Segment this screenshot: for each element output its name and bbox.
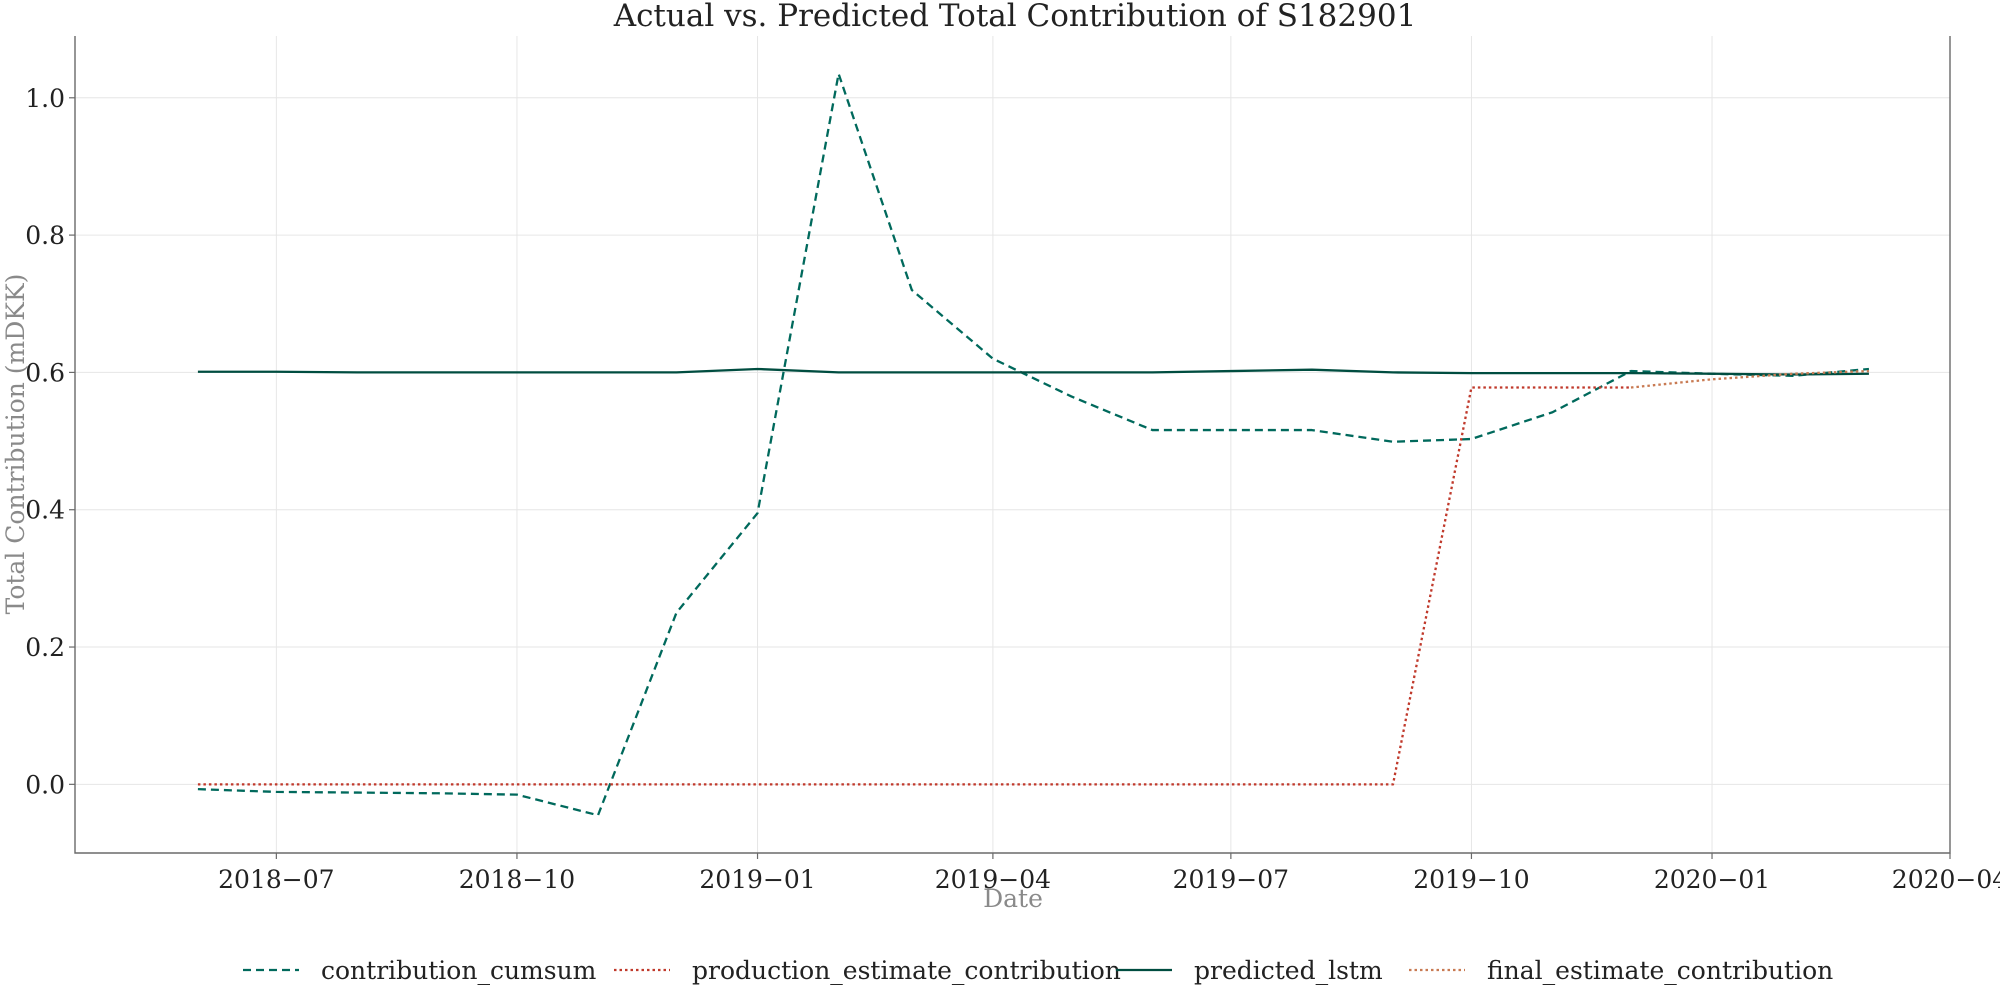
y-tick-label: 0.2 xyxy=(25,633,65,662)
legend-label: predicted_lstm xyxy=(1194,956,1383,985)
x-axis-label: Date xyxy=(983,884,1043,913)
series-line-predicted-lstm xyxy=(197,367,1869,376)
x-tick-label: 2019−10 xyxy=(1413,865,1529,894)
legend-label: contribution_cumsum xyxy=(321,956,597,985)
x-tick-label: 2020−01 xyxy=(1654,865,1770,894)
legend: contribution_cumsum production_estimate_c… xyxy=(243,956,1833,985)
x-tick-label: 2019−07 xyxy=(1173,865,1289,894)
series-line-production-estimate-contribution xyxy=(197,386,1631,786)
y-axis-ticks: 0.0 0.2 0.4 0.6 0.8 1.0 xyxy=(25,84,75,799)
y-tick-label: 0.0 xyxy=(25,770,65,799)
y-axis-label: Total Contribution (mDKK) xyxy=(1,274,30,615)
axes-spines xyxy=(74,36,1951,854)
series-line-final-estimate-contribution xyxy=(1630,369,1869,389)
y-tick-label: 1.0 xyxy=(25,84,65,113)
y-tick-label: 0.4 xyxy=(25,496,65,525)
chart-title: Actual vs. Predicted Total Contribution … xyxy=(613,0,1417,34)
x-tick-label: 2019−04 xyxy=(935,865,1051,894)
x-axis-ticks: 2018−07 2018−10 2019−01 2019−04 2019−07 2019−… xyxy=(218,853,2000,894)
series-lines xyxy=(197,72,1870,817)
series-line-contribution-cumsum xyxy=(197,72,1870,817)
legend-label: final_estimate_contribution xyxy=(1487,956,1833,985)
x-tick-label: 2018−07 xyxy=(218,865,334,894)
grid xyxy=(75,36,1951,853)
x-tick-label: 2019−01 xyxy=(699,865,815,894)
x-tick-label: 2020−04 xyxy=(1892,865,2000,894)
legend-label: production_estimate_contribution xyxy=(692,956,1121,985)
x-tick-label: 2018−10 xyxy=(459,865,575,894)
y-tick-label: 0.8 xyxy=(25,221,65,250)
y-tick-label: 0.6 xyxy=(25,358,65,387)
